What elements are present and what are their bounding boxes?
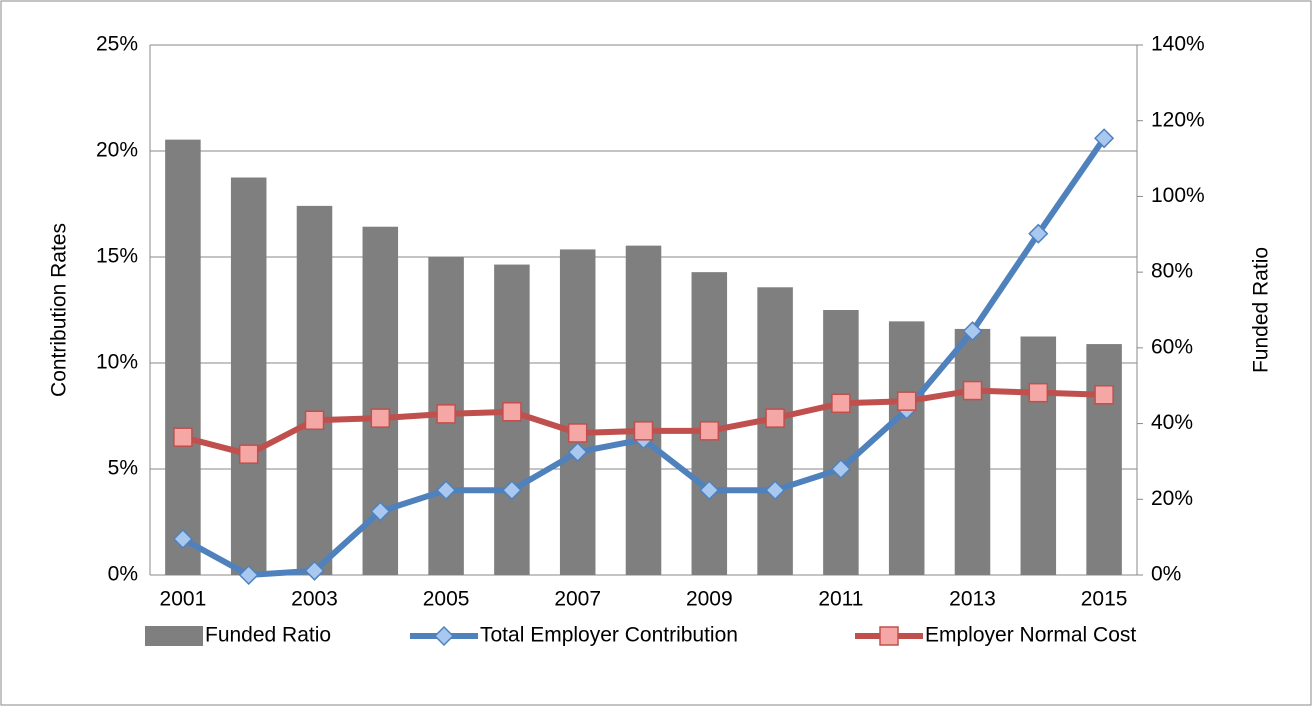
legend-swatch bbox=[145, 626, 203, 646]
line-marker bbox=[896, 391, 917, 411]
line-marker bbox=[436, 404, 456, 424]
line-marker bbox=[304, 410, 325, 430]
line-marker bbox=[238, 444, 259, 464]
y-tick-label: 0% bbox=[108, 563, 138, 586]
bar bbox=[1020, 336, 1057, 575]
legend-label: Total Employer Contribution bbox=[480, 624, 738, 647]
line-marker bbox=[502, 402, 522, 422]
y2-tick-label: 80% bbox=[1151, 260, 1193, 283]
x-tick-label: 2003 bbox=[291, 588, 338, 611]
line-marker bbox=[1094, 128, 1115, 149]
legend-marker bbox=[879, 626, 899, 646]
line-marker bbox=[1028, 382, 1049, 403]
y-axis-title: Contribution Rates bbox=[48, 223, 71, 397]
line-marker bbox=[370, 408, 391, 428]
y-tick-label: 15% bbox=[96, 245, 138, 268]
line-marker bbox=[830, 458, 851, 480]
line-marker bbox=[633, 421, 654, 441]
line-marker bbox=[699, 421, 720, 441]
x-tick-label: 2009 bbox=[686, 588, 733, 611]
line-marker bbox=[567, 423, 588, 443]
legend-label: Funded Ratio bbox=[205, 624, 331, 647]
line-marker bbox=[831, 393, 851, 414]
x-tick-label: 2013 bbox=[949, 588, 996, 611]
line-marker bbox=[1094, 385, 1114, 405]
bar bbox=[757, 287, 793, 575]
bar bbox=[230, 177, 267, 575]
line-marker bbox=[501, 480, 522, 501]
y2-tick-label: 120% bbox=[1151, 108, 1205, 131]
x-tick-label: 2011 bbox=[818, 588, 863, 611]
line-marker bbox=[765, 480, 786, 501]
x-tick-label: 2001 bbox=[160, 588, 207, 611]
y2-tick-label: 40% bbox=[1151, 411, 1193, 434]
line-marker bbox=[962, 321, 983, 342]
y2-axis-title: Funded Ratio bbox=[1250, 247, 1273, 373]
line-marker bbox=[238, 564, 259, 586]
bar bbox=[954, 328, 991, 575]
x-tick-label: 2007 bbox=[554, 588, 601, 611]
x-tick-label: 2005 bbox=[423, 588, 470, 611]
line-marker bbox=[567, 441, 588, 463]
line-marker bbox=[962, 380, 983, 401]
y2-tick-label: 20% bbox=[1151, 487, 1193, 510]
bar bbox=[559, 249, 596, 575]
line-marker bbox=[173, 427, 193, 447]
line-marker bbox=[172, 528, 193, 550]
legend-marker bbox=[433, 625, 455, 647]
line-marker bbox=[436, 480, 457, 501]
bar bbox=[296, 205, 333, 575]
y-tick-label: 20% bbox=[96, 139, 138, 162]
y-tick-label: 5% bbox=[108, 457, 138, 480]
y2-tick-label: 0% bbox=[1151, 563, 1181, 586]
line-marker bbox=[304, 560, 325, 581]
bar bbox=[165, 139, 201, 575]
legend-label: Employer Normal Cost bbox=[925, 624, 1136, 647]
bar bbox=[888, 321, 925, 575]
y2-tick-label: 100% bbox=[1151, 184, 1205, 207]
bar bbox=[1086, 344, 1122, 575]
line-marker bbox=[1028, 223, 1049, 244]
y-tick-label: 10% bbox=[96, 351, 138, 374]
bar bbox=[823, 310, 859, 575]
bar bbox=[625, 245, 662, 575]
line-marker bbox=[765, 408, 785, 428]
x-tick-label: 2015 bbox=[1081, 588, 1128, 611]
y2-tick-label: 140% bbox=[1151, 33, 1205, 56]
line-marker bbox=[699, 480, 720, 501]
line-marker bbox=[370, 501, 391, 522]
y2-tick-label: 60% bbox=[1151, 335, 1193, 358]
y-tick-label: 25% bbox=[96, 33, 138, 56]
